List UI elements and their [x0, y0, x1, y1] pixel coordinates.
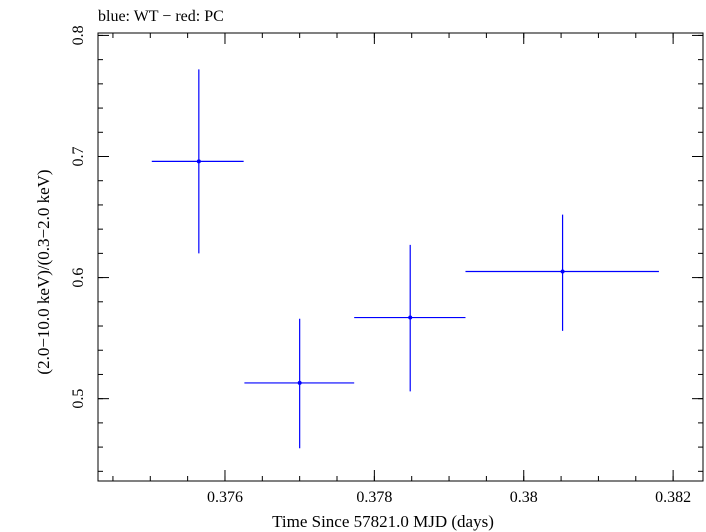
data-point: [196, 159, 201, 164]
series-wt: [151, 69, 659, 449]
tick-labels: 0.376 0.378 0.38 0.382 0.5 0.6 0.7 0.8: [70, 25, 691, 506]
x-axis-label: Time Since 57821.0 MJD (days): [272, 512, 494, 531]
axis-ticks: [98, 33, 703, 481]
x-tick-label: 0.38: [510, 489, 538, 506]
plot-frame: [97, 32, 704, 482]
y-tick-label: 0.7: [70, 147, 87, 167]
data-series: [151, 69, 659, 449]
data-point: [408, 315, 413, 320]
y-tick-label: 0.6: [70, 268, 87, 288]
x-tick-label: 0.378: [356, 489, 392, 506]
x-tick-label: 0.382: [655, 489, 691, 506]
x-tick-label: 0.376: [207, 489, 243, 506]
y-tick-label: 0.5: [70, 389, 87, 409]
data-point: [297, 380, 302, 385]
y-tick-label: 0.8: [70, 25, 87, 45]
data-point: [560, 269, 565, 274]
chart-title: blue: WT − red: PC: [98, 8, 224, 25]
y-axis-label: (2.0−10.0 keV)/(0.3−2.0 keV): [34, 169, 53, 374]
